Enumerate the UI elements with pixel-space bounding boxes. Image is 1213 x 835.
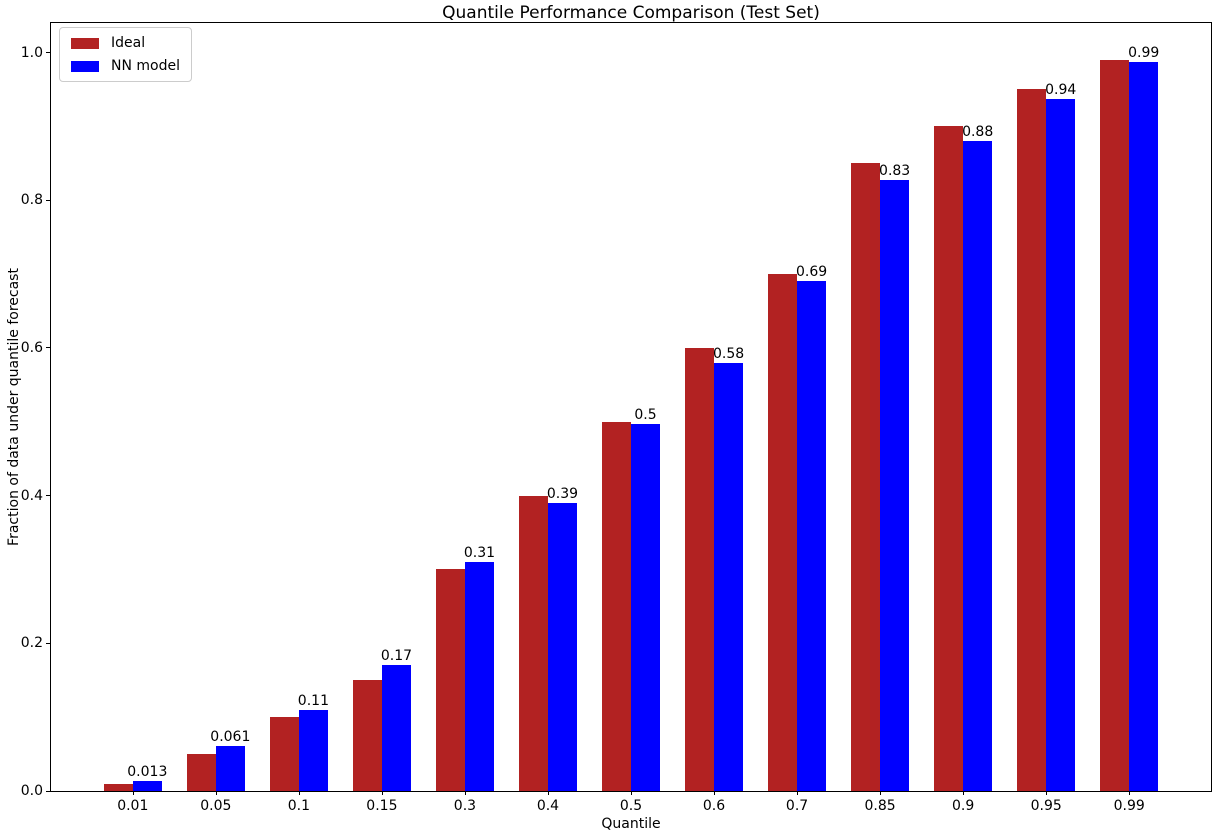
bar-nn-model-0.05 — [215, 745, 245, 791]
x-tick-mark — [1046, 791, 1048, 795]
legend-label-nn-model: NN model — [111, 58, 180, 74]
x-tick-label: 0.01 — [117, 798, 149, 814]
x-tick-mark — [963, 791, 965, 795]
x-tick-label: 0.95 — [1030, 798, 1062, 814]
x-tick-mark — [880, 791, 882, 795]
bar-ideal-0.1 — [269, 717, 299, 791]
bar-value-label: 0.17 — [380, 648, 413, 665]
bar-nn-model-0.7 — [797, 281, 827, 791]
x-tick-label: 0.05 — [200, 798, 232, 814]
x-tick-mark — [215, 791, 217, 795]
bar-ideal-0.95 — [1017, 89, 1047, 791]
legend-swatch-ideal — [71, 37, 99, 49]
bar-ideal-0.7 — [768, 274, 798, 791]
x-tick-mark — [464, 791, 466, 795]
x-tick-label: 0.7 — [785, 798, 809, 814]
y-tick-mark — [46, 790, 50, 792]
bar-ideal-0.3 — [435, 569, 465, 791]
x-tick-mark — [714, 791, 716, 795]
x-tick-label: 0.15 — [366, 798, 398, 814]
legend-item-ideal: Ideal — [71, 35, 180, 51]
x-tick-label: 0.3 — [453, 798, 477, 814]
bar-value-label: 0.061 — [210, 728, 251, 745]
y-tick-mark — [46, 199, 50, 201]
legend-item-nn-model: NN model — [71, 58, 180, 74]
bar-value-label: 0.013 — [127, 764, 168, 781]
bar-nn-model-0.6 — [714, 362, 744, 791]
x-tick-label: 0.9 — [951, 798, 975, 814]
bar-value-label: 0.83 — [879, 162, 911, 179]
bar-ideal-0.15 — [352, 680, 382, 791]
bar-ideal-0.6 — [684, 347, 715, 791]
y-tick-label: 0.2 — [20, 635, 43, 652]
bar-value-label: 0.88 — [962, 124, 994, 141]
bar-value-label: 0.11 — [297, 692, 329, 709]
x-tick-mark — [631, 791, 632, 795]
x-tick-mark — [132, 791, 134, 795]
y-tick-mark — [46, 347, 50, 349]
x-tick-mark — [1129, 791, 1131, 795]
y-tick-mark — [46, 495, 50, 497]
x-tick-label: 0.85 — [864, 798, 896, 814]
x-tick-mark — [298, 791, 300, 795]
bar-ideal-0.01 — [103, 783, 133, 791]
bar-ideal-0.05 — [186, 754, 216, 791]
x-tick-mark — [381, 791, 383, 795]
x-tick-mark — [547, 791, 549, 795]
bar-value-label: 0.99 — [1128, 45, 1160, 62]
bar-nn-model-0.85 — [880, 179, 910, 791]
x-tick-label: 0.6 — [702, 798, 726, 814]
plot-area: 0.0 0.2 0.4 0.6 0.8 1.0 0.01 0.05 0.1 0.15 0.3 0.4 0… — [21, 22, 1212, 814]
legend: Ideal NN model — [59, 27, 192, 82]
bar-nn-model-0.9 — [963, 141, 993, 791]
bar-nn-model-0.99 — [1129, 62, 1159, 791]
bar-value-label: 0.58 — [712, 345, 745, 362]
legend-label-ideal: Ideal — [111, 35, 146, 51]
bar-ideal-0.9 — [934, 126, 964, 791]
y-tick-label: 0.0 — [20, 783, 43, 799]
x-tick-label: 0.99 — [1113, 798, 1145, 814]
bar-nn-model-0.95 — [1046, 99, 1076, 791]
bar-nn-model-0.3 — [464, 562, 494, 791]
x-tick-label: 0.4 — [536, 798, 560, 814]
bar-nn-model-0.01 — [132, 781, 162, 791]
y-tick-label: 0.4 — [20, 487, 43, 504]
y-tick-mark — [46, 642, 50, 644]
bar-value-label: 0.5 — [634, 406, 657, 423]
x-axis-label: Quantile — [601, 816, 661, 832]
bar-nn-model-0.1 — [298, 709, 328, 791]
bar-nn-model-0.15 — [381, 665, 411, 791]
x-tick-label: 0.5 — [619, 798, 643, 814]
y-tick-label: 1.0 — [20, 44, 43, 61]
x-tick-label: 0.1 — [287, 798, 310, 814]
x-tick-mark — [797, 791, 799, 795]
bar-value-label: 0.31 — [463, 545, 496, 562]
bar-nn-model-0.4 — [547, 503, 577, 791]
y-axis-label: Fraction of data under quantile forecast — [6, 268, 22, 546]
bar-ideal-0.85 — [851, 163, 881, 791]
bar-ideal-0.99 — [1100, 59, 1130, 791]
bar-value-label: 0.69 — [796, 264, 828, 281]
bar-nn-model-0.5 — [631, 424, 661, 791]
legend-swatch-nn-model — [71, 60, 99, 72]
y-tick-label: 0.6 — [20, 339, 43, 356]
bar-ideal-0.5 — [601, 421, 631, 791]
bar-ideal-0.4 — [518, 495, 548, 791]
y-tick-mark — [46, 52, 50, 54]
bar-value-label: 0.39 — [546, 486, 579, 502]
chart-title: Quantile Performance Comparison (Test Se… — [442, 3, 820, 23]
y-tick-label: 0.8 — [20, 192, 43, 209]
bar-value-label: 0.94 — [1045, 82, 1077, 99]
